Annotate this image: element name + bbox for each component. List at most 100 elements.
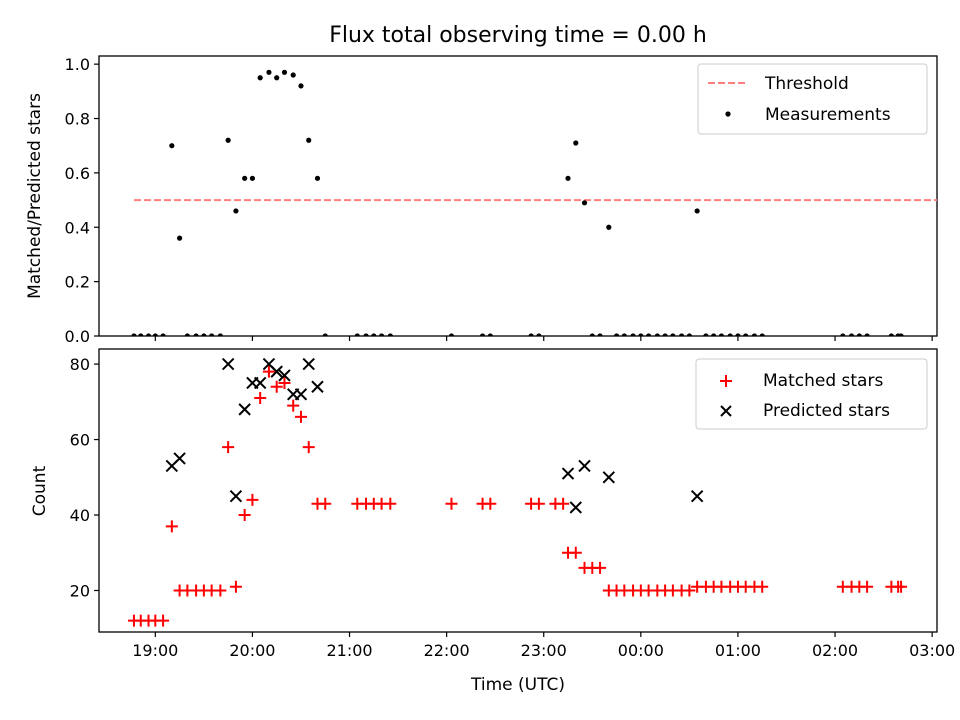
predicted-stars-point [578,459,591,473]
measurement-point [138,333,144,336]
count-plot-legend: Matched stars Predicted stars [695,358,928,430]
measurement-point [679,333,685,336]
predicted-stars-point [238,403,251,416]
matched-stars-point [278,376,291,389]
y-tick-label: 0.4 [65,218,90,237]
measurement-point [751,333,758,336]
measurement-point [266,69,272,75]
measurement-point [694,208,700,214]
measurement-point [864,333,870,336]
measurement-point [727,333,733,336]
measurement-point [759,333,765,336]
x-tick-label: 20:00 [229,641,275,660]
count-plot: 19:00 20:00 21:00 22:00 23:00 00:00 01:00 02:00… [30,348,956,695]
measurement-point [257,75,263,81]
measurement-point [735,333,741,336]
matched-stars-point [861,580,874,593]
measurement-point [711,333,717,336]
measurement-point [638,333,644,336]
measurement-point [314,175,321,181]
ratio-legend-threshold-label: Threshold [764,74,849,94]
matched-stars-point [246,493,259,506]
measurement-point [621,333,627,336]
count-legend-matched-label: Matched stars [763,371,883,391]
measurement-point [646,333,652,336]
count-plot-ticks: 19:00 20:00 21:00 22:00 23:00 00:00 01:00 02:00… [70,355,956,660]
measurement-point [565,175,571,181]
x-tick-label: 22:00 [424,641,470,660]
y-tick-label: 0.6 [65,164,90,183]
predicted-stars-point [311,380,324,393]
predicted-stars-point [253,376,267,390]
y-tick-label: 40 [70,506,90,525]
matched-stars-point [214,584,227,597]
ratio-legend-box [697,63,928,135]
measurement-point [528,333,534,336]
measurement-point [274,75,280,81]
predicted-stars-point [173,452,186,465]
matched-stars-point [270,380,283,393]
count-plot-ylabel: Count [30,465,50,516]
matched-stars-point [222,441,235,454]
measurement-point [718,333,725,336]
measurement-point [201,333,207,336]
measurement-point [306,137,312,143]
y-tick-label: 0.0 [65,327,90,346]
matched-stars-point [287,399,300,412]
predicted-stars-point [278,369,291,382]
y-tick-label: 0.2 [65,273,90,292]
predicted-stars-point [690,489,704,503]
measurement-point [249,175,256,181]
measurement-point [670,333,676,336]
measurement-point [597,333,603,336]
matched-stars-point [756,580,769,593]
measurement-point [743,333,749,336]
matched-stars-point [262,365,275,378]
measurement-point [184,333,190,336]
predicted-stars-point [302,357,315,371]
measurement-point [233,208,239,214]
y-tick-label: 80 [70,355,90,374]
matched-stars-point [484,497,497,510]
matched-stars-point [238,509,251,522]
predicted-stars-point [221,357,235,371]
measurement-point [152,333,158,336]
measurement-point [487,333,493,336]
measurement-point [281,69,288,75]
measurement-point [217,333,223,336]
ratio-legend-measurements-label: Measurements [765,105,891,125]
measurement-point [662,333,668,336]
matched-stars-point [445,497,458,510]
measurement-point [131,333,137,336]
count-legend-box [695,358,928,430]
measurement-point [354,333,360,336]
predicted-stars-point [602,471,615,484]
matched-stars-point [532,497,545,510]
matched-stars-point [254,392,267,405]
matched-stars-point [294,410,307,423]
measurement-point [898,333,904,336]
count-plot-marks [127,357,908,627]
measurement-point [573,140,579,146]
ratio-plot-marks [131,69,937,336]
measurement-point [686,333,692,336]
y-tick-label: 1.0 [65,55,90,74]
measurement-point [448,333,455,336]
measurement-point [581,200,588,206]
ratio-plot-ylabel: Matched/Predicted stars [25,93,45,299]
ratio-legend-measurements-swatch [725,111,731,117]
measurement-point [169,143,175,149]
matched-stars-point [157,614,170,627]
matched-stars-point [165,520,178,533]
count-plot-xlabel: Time (UTC) [470,675,565,695]
x-tick-label: 19:00 [132,641,178,660]
measurement-point [193,333,199,336]
matched-stars-point [319,497,332,510]
measurement-point [225,137,231,143]
y-tick-label: 20 [70,581,90,600]
measurement-point [703,333,709,336]
matched-stars-point [557,497,570,510]
measurement-point [654,333,660,336]
measurement-point [630,333,636,336]
